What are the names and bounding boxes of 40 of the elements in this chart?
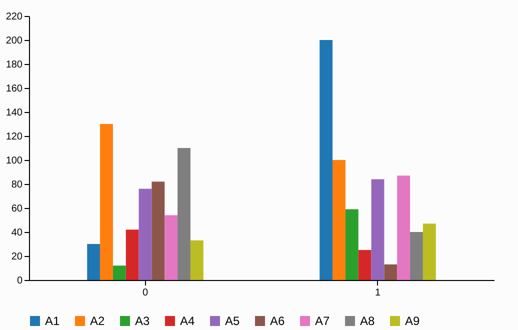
bar <box>100 124 113 280</box>
bar <box>345 209 358 280</box>
legend-label: A2 <box>90 314 106 328</box>
bar <box>384 264 398 280</box>
y-tick-label: 80 <box>11 180 23 190</box>
bar <box>397 176 410 280</box>
bar <box>190 240 204 280</box>
y-tick-label: 0 <box>16 276 23 286</box>
legend-label: A1 <box>45 314 60 328</box>
y-tick-label: 180 <box>6 60 23 70</box>
bar <box>112 266 126 280</box>
y-tick-label: 100 <box>6 156 23 166</box>
y-tick-label: 140 <box>6 108 23 118</box>
legend-label: A5 <box>225 314 240 328</box>
x-tick-label: 1 <box>374 288 381 298</box>
bar <box>410 232 423 280</box>
bar <box>358 250 372 280</box>
y-tick-label: 160 <box>6 84 23 94</box>
bar <box>138 188 152 280</box>
y-tick-label: 120 <box>6 132 23 142</box>
bar <box>332 160 346 280</box>
y-tick-label: 220 <box>6 12 23 22</box>
bar <box>320 40 333 280</box>
legend-label: A4 <box>180 314 196 328</box>
legend-label: A6 <box>270 314 286 328</box>
legend-label: A7 <box>315 314 330 328</box>
bar <box>164 215 178 280</box>
legend-label: A3 <box>135 314 150 328</box>
y-tick-label: 40 <box>11 228 23 238</box>
bar <box>371 179 384 280</box>
bar <box>87 244 100 280</box>
bar <box>422 224 436 280</box>
bar <box>126 230 139 280</box>
legend-label: A9 <box>405 314 420 328</box>
bar <box>178 148 190 280</box>
y-tick-label: 200 <box>6 36 23 46</box>
y-tick-label: 20 <box>11 252 23 262</box>
legend-label: A8 <box>360 314 376 328</box>
y-tick-label: 60 <box>11 204 23 214</box>
bar <box>152 182 165 280</box>
